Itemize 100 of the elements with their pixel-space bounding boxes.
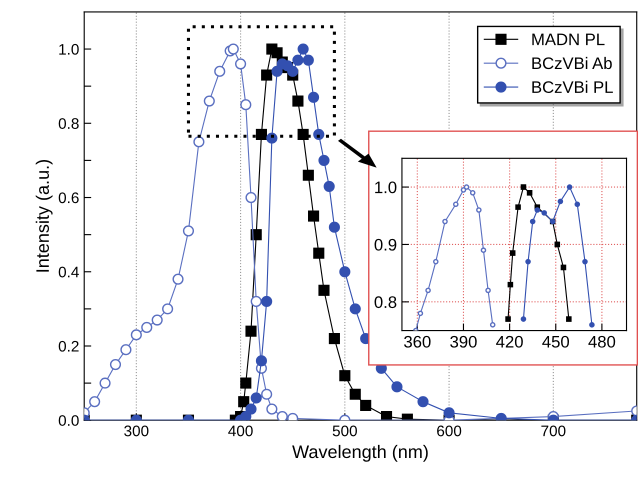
x-tick-label: 500 <box>332 426 357 436</box>
point <box>287 66 298 77</box>
point <box>510 250 516 256</box>
point <box>520 184 526 190</box>
point <box>460 187 466 193</box>
point <box>240 99 252 110</box>
point <box>560 264 566 270</box>
point <box>391 381 403 392</box>
y-tick-label: 0.8 <box>58 118 79 129</box>
point <box>453 202 459 208</box>
point <box>100 378 111 389</box>
point <box>328 222 340 233</box>
y-tick-label: 0.6 <box>58 192 79 204</box>
point <box>589 322 595 328</box>
point <box>417 396 429 408</box>
point <box>245 326 257 337</box>
point <box>193 136 204 148</box>
y-tick-label: 0.2 <box>58 340 79 352</box>
point <box>566 184 572 190</box>
point <box>318 154 330 166</box>
x-tick-label: 360 <box>404 336 431 348</box>
x-tick-label: 700 <box>541 426 566 436</box>
point <box>541 210 547 216</box>
point <box>554 242 560 248</box>
point <box>110 359 122 370</box>
y-tick-label: 1.0 <box>59 44 79 55</box>
x-tick-label: 480 <box>588 336 616 348</box>
point <box>476 207 482 213</box>
y-axis-title: Intensity (a.u.) <box>36 160 53 272</box>
point <box>240 410 252 420</box>
point <box>525 258 531 264</box>
point <box>339 370 350 382</box>
point <box>162 303 174 314</box>
point <box>433 258 439 264</box>
x-tick-label: 600 <box>437 426 462 436</box>
point <box>89 396 100 408</box>
point <box>272 47 283 58</box>
point <box>360 400 372 411</box>
legend-label: BCzVBi PL <box>532 80 613 94</box>
point <box>444 407 455 418</box>
y-tick-label: 0.9 <box>374 238 396 251</box>
point <box>418 310 424 316</box>
x-axis-title: Wavelength (nm) <box>292 444 428 462</box>
point <box>530 218 536 224</box>
point <box>508 282 514 288</box>
point <box>520 316 526 322</box>
point <box>464 184 470 190</box>
point <box>328 333 340 344</box>
point <box>266 404 278 415</box>
point <box>515 204 521 210</box>
point <box>350 303 361 314</box>
point <box>442 218 448 224</box>
y-tick-label: 1.0 <box>375 181 396 194</box>
y-tick-label: 0.8 <box>374 296 396 308</box>
point <box>298 43 309 55</box>
point <box>172 274 184 285</box>
y-tick-label: 0.4 <box>58 266 79 278</box>
point <box>485 288 491 294</box>
point <box>582 258 588 264</box>
point <box>350 388 361 400</box>
point <box>182 225 194 236</box>
point <box>470 190 476 196</box>
point <box>240 378 252 389</box>
point <box>302 170 314 181</box>
point <box>292 54 304 66</box>
point <box>566 316 572 322</box>
x-tick-label: 420 <box>496 336 523 348</box>
point <box>276 410 288 420</box>
point <box>558 198 564 204</box>
point <box>261 388 272 400</box>
point <box>308 210 320 222</box>
point <box>292 95 304 107</box>
point <box>238 396 250 408</box>
point <box>152 314 163 326</box>
point <box>245 192 257 204</box>
point <box>534 207 540 213</box>
point <box>214 66 226 77</box>
point <box>120 344 132 356</box>
point <box>318 284 330 296</box>
point <box>490 322 496 328</box>
x-tick-label: 390 <box>450 336 477 348</box>
point <box>425 288 431 294</box>
point <box>256 355 267 366</box>
point <box>313 248 324 259</box>
point <box>261 69 272 81</box>
y-tick-label: 0.0 <box>58 415 79 426</box>
point <box>250 392 262 404</box>
point <box>308 92 320 103</box>
x-tick-label: 300 <box>124 426 148 436</box>
x-tick-label: 400 <box>228 426 253 436</box>
legend-label: BCzVBi Ab <box>532 56 612 70</box>
point <box>228 43 239 55</box>
point <box>480 247 486 253</box>
point <box>505 316 511 322</box>
point <box>339 266 350 278</box>
point <box>272 66 283 77</box>
point <box>245 404 257 415</box>
point <box>250 296 262 308</box>
point <box>130 329 142 340</box>
x-tick-label: 450 <box>542 336 570 348</box>
